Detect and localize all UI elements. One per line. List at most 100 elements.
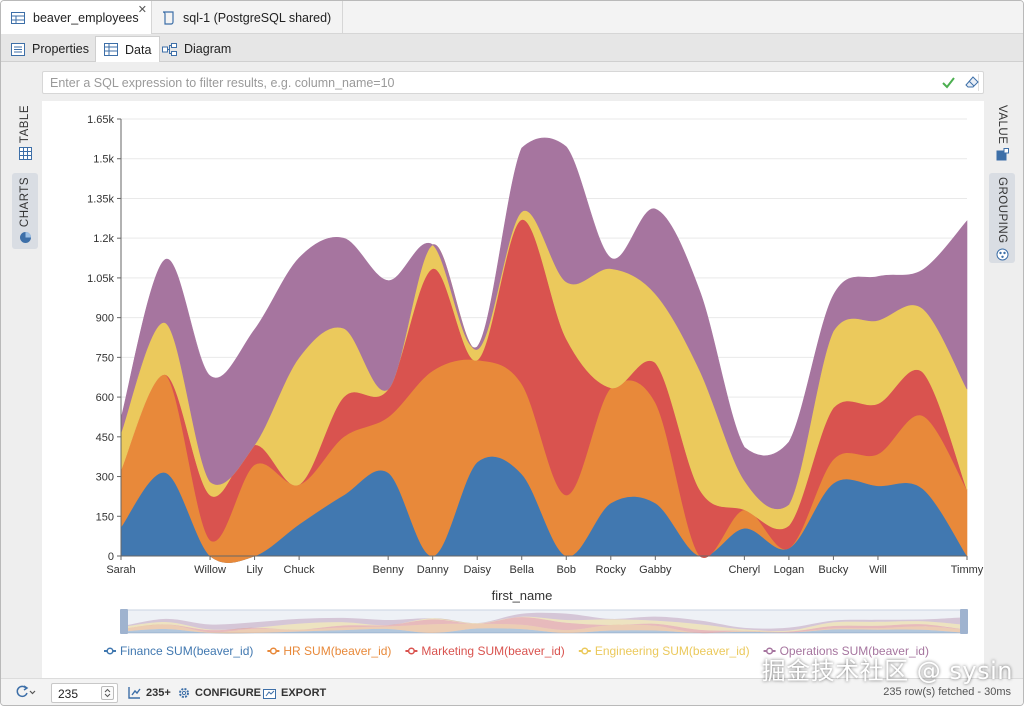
tab-label: Diagram — [184, 42, 232, 56]
fetch-count: 235+ — [146, 687, 171, 699]
table-icon — [11, 11, 25, 24]
legend-label: Operations SUM(beaver_id) — [780, 644, 929, 658]
panel-tab-grouping[interactable]: GROUPING — [989, 173, 1015, 263]
zoom-preview-series — [121, 623, 967, 634]
sql-script-icon — [163, 10, 175, 25]
legend-marker — [581, 647, 589, 655]
x-tick-label: Bob — [556, 564, 576, 576]
grouping-icon — [996, 248, 1009, 264]
grid-icon — [104, 43, 118, 56]
zoom-preview-series — [121, 617, 967, 634]
row-limit-value: 235 — [58, 687, 79, 701]
panel-tab-label: TABLE — [19, 105, 31, 144]
panel-tab-table[interactable]: TABLE — [12, 101, 38, 171]
x-tick-label: Chuck — [284, 564, 316, 576]
y-tick-label: 0 — [108, 551, 114, 563]
zoom-slider[interactable] — [120, 609, 968, 634]
x-tick-label: Will — [869, 564, 887, 576]
zoom-preview-series — [121, 628, 967, 634]
view-tab-bar: Properties Data Diagram — [1, 34, 1023, 62]
bottom-toolbar: 235 235+ CONFIGURE EXPORT 235 row(s) fet… — [1, 678, 1023, 705]
filter-input[interactable] — [43, 72, 935, 93]
fetch-more-button[interactable]: 235+ — [127, 679, 171, 705]
y-tick-label: 750 — [96, 352, 114, 364]
panel-tab-charts[interactable]: CHARTS — [12, 173, 38, 249]
gear-icon — [178, 687, 190, 699]
chart-axes: 0 150 300 450 600 750 900 1.05k 1.2k 1.35k 1.5k 1.6… — [87, 114, 984, 576]
y-tick-label: 1.05k — [87, 273, 114, 285]
tab-label: Data — [125, 42, 152, 57]
legend-item[interactable]: Marketing SUM(beaver_id) — [405, 644, 565, 658]
x-tick-label: Timmy — [951, 564, 984, 576]
export-label: EXPORT — [281, 687, 327, 699]
apply-filter-icon[interactable] — [941, 75, 956, 93]
tab-properties[interactable]: Properties — [3, 36, 97, 62]
close-icon[interactable]: ✕ — [137, 4, 147, 16]
panel-tab-label: CHARTS — [19, 177, 31, 228]
clear-filter-icon[interactable] — [965, 75, 980, 93]
y-tick-label: 1.2k — [93, 233, 114, 245]
diagram-icon — [162, 42, 177, 56]
value-panel-icon — [996, 148, 1009, 164]
panel-tab-value[interactable]: VALUE — [989, 101, 1015, 171]
panel-tab-label: GROUPING — [996, 177, 1008, 244]
zoom-handle[interactable] — [120, 609, 128, 634]
zoom-handle[interactable] — [960, 609, 968, 634]
pie-chart-icon — [19, 231, 32, 247]
legend-label: Engineering SUM(beaver_id) — [595, 644, 750, 658]
legend-label: HR SUM(beaver_id) — [283, 644, 391, 658]
x-tick-label: Cheryl — [728, 564, 760, 576]
y-tick-label: 1.65k — [87, 114, 114, 126]
export-icon — [263, 687, 276, 699]
fetch-more-icon — [127, 686, 141, 700]
tab-label: sql-1 (PostgreSQL shared) — [183, 10, 332, 25]
legend-label: Finance SUM(beaver_id) — [120, 644, 253, 658]
y-tick-label: 150 — [96, 511, 114, 523]
y-tick-label: 300 — [96, 472, 114, 484]
x-tick-label: Sarah — [106, 564, 135, 576]
table-icon — [18, 147, 32, 163]
export-button[interactable]: EXPORT — [263, 679, 327, 705]
legend-item[interactable]: Finance SUM(beaver_id) — [104, 644, 253, 658]
tab-beaver-employees[interactable]: beaver_employees ✕ — [1, 1, 152, 34]
y-tick-label: 1.5k — [93, 154, 114, 166]
legend-item[interactable]: HR SUM(beaver_id) — [267, 644, 391, 658]
x-tick-label: Rocky — [596, 564, 627, 576]
filter-bar — [42, 71, 984, 94]
row-limit-input[interactable]: 235 — [51, 683, 118, 703]
x-axis-title: first_name — [492, 588, 553, 603]
spinner-icon[interactable] — [101, 686, 114, 700]
chart-areas — [120, 137, 968, 563]
tab-data[interactable]: Data — [95, 36, 161, 62]
configure-button[interactable]: CONFIGURE — [178, 679, 261, 705]
y-tick-label: 600 — [96, 392, 114, 404]
legend-marker — [106, 647, 114, 655]
x-tick-label: Willow — [194, 564, 226, 576]
tab-sql-1[interactable]: sql-1 (PostgreSQL shared) — [153, 1, 343, 34]
x-tick-label: Daisy — [463, 564, 491, 576]
properties-icon — [11, 42, 25, 56]
x-tick-label: Danny — [417, 564, 449, 576]
tab-label: Properties — [32, 42, 89, 56]
tab-label: beaver_employees — [33, 10, 139, 25]
x-tick-label: Bucky — [818, 564, 848, 576]
panel-tab-label: VALUE — [996, 105, 1008, 145]
y-tick-label: 1.35k — [87, 193, 114, 205]
x-tick-label: Gabby — [639, 564, 672, 576]
legend-marker — [407, 647, 415, 655]
legend-item[interactable]: Engineering SUM(beaver_id) — [578, 644, 750, 658]
x-tick-label: Benny — [373, 564, 405, 576]
y-tick-label: 900 — [96, 313, 114, 325]
y-tick-label: 450 — [96, 432, 114, 444]
divider — [978, 74, 979, 91]
editor-tab-bar: beaver_employees ✕ sql-1 (PostgreSQL sha… — [1, 1, 1023, 34]
legend-marker — [766, 647, 774, 655]
x-tick-label: Logan — [774, 564, 805, 576]
x-tick-label: Lily — [246, 564, 263, 576]
legend-label: Marketing SUM(beaver_id) — [421, 644, 564, 658]
tab-diagram[interactable]: Diagram — [154, 36, 239, 62]
refresh-button[interactable] — [15, 679, 37, 705]
x-tick-label: Bella — [510, 564, 535, 576]
legend-item[interactable]: Operations SUM(beaver_id) — [763, 644, 929, 658]
legend-marker — [269, 647, 277, 655]
